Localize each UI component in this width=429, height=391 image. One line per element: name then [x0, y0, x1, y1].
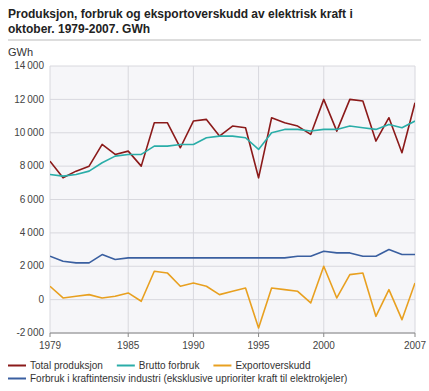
series-line	[50, 99, 415, 177]
legend-label: Total produksjon	[30, 360, 103, 371]
grid-line-x	[323, 66, 324, 333]
legend-item: Total produksjon	[8, 360, 103, 371]
title-line: oktober. 1979-2007. GWh	[8, 22, 150, 36]
y-tick-label: 6 000	[20, 194, 45, 205]
y-tick-label: 4 000	[20, 227, 45, 238]
legend-swatch	[213, 365, 231, 367]
grid-line-x	[258, 66, 259, 333]
plot-area	[50, 66, 415, 333]
x-tick-label: 2000	[313, 340, 336, 351]
y-tick-label: 0	[38, 294, 44, 305]
grid-line-x	[50, 66, 51, 333]
legend: Total produksjon Brutto forbruk Exportover…	[8, 360, 347, 384]
legend-swatch	[8, 378, 26, 380]
legend-label: Forbruk i kraftintensiv industri (eksklu…	[30, 373, 347, 384]
x-tick	[128, 333, 129, 337]
legend-label: Brutto forbruk	[139, 360, 201, 371]
title: Produksjon, forbruk og eksportoverskudd …	[8, 7, 353, 36]
legend-item: Forbruk i kraftintensiv industri (eksklu…	[8, 373, 347, 384]
legend-label-line: Forbruk i kraftintensiv industri (eksklu…	[30, 373, 347, 384]
grid-line-y	[50, 232, 415, 233]
legend-item: Exportoverskudd	[213, 360, 310, 371]
legend-item: Brutto forbruk	[117, 360, 201, 371]
x-tick	[415, 333, 416, 337]
grid-line-x	[193, 66, 194, 333]
legend-label-line: Total produksjon	[30, 360, 103, 371]
series-line	[50, 250, 415, 263]
x-tick	[193, 333, 194, 337]
legend-label-line: Exportoverskudd	[235, 360, 310, 371]
x-tick	[50, 333, 51, 337]
series-lines	[50, 99, 415, 328]
legend-swatch	[8, 365, 26, 367]
y-tick-label: 12 000	[14, 94, 44, 105]
y-tick-label: -2 000	[16, 327, 44, 338]
y-tick-label: 10 000	[14, 127, 44, 138]
y-tick-label: 8 000	[20, 160, 45, 171]
y-tick-label: 14 000	[14, 60, 44, 71]
title-line: Produksjon, forbruk og eksportoverskudd …	[8, 7, 353, 21]
grid-line-y	[50, 266, 415, 267]
chart: Produksjon, forbruk og eksportoverskudd …	[0, 0, 429, 391]
legend-swatch	[117, 365, 135, 367]
grid	[50, 66, 415, 333]
x-tick-label: 2007	[404, 340, 427, 351]
series-line	[50, 121, 415, 176]
x-tick-label: 1979	[39, 340, 62, 351]
y-tick-label: 2 000	[20, 260, 45, 271]
x-tick	[323, 333, 324, 337]
grid-line-y	[50, 199, 415, 200]
x-tick	[258, 333, 259, 337]
grid-line-y	[50, 299, 415, 300]
grid-line-y	[50, 66, 415, 67]
x-tick-label: 1985	[117, 340, 140, 351]
grid-line-y	[50, 166, 415, 167]
legend-label-line: Brutto forbruk	[139, 360, 201, 371]
x-tick-label: 1995	[247, 340, 270, 351]
series-line	[50, 266, 415, 328]
grid-line-y	[50, 99, 415, 100]
legend-label: Exportoverskudd	[235, 360, 310, 371]
axes: -2 000 0 2 000 4 000 6 000 8 000 10 000 12 000 1…	[14, 60, 426, 351]
title-rule	[8, 40, 421, 41]
x-tick-label: 1990	[182, 340, 205, 351]
grid-line-y	[50, 333, 415, 334]
x-axis-line	[50, 333, 415, 334]
y-axis-label: GWh	[8, 46, 33, 58]
grid-line-y	[50, 132, 415, 133]
